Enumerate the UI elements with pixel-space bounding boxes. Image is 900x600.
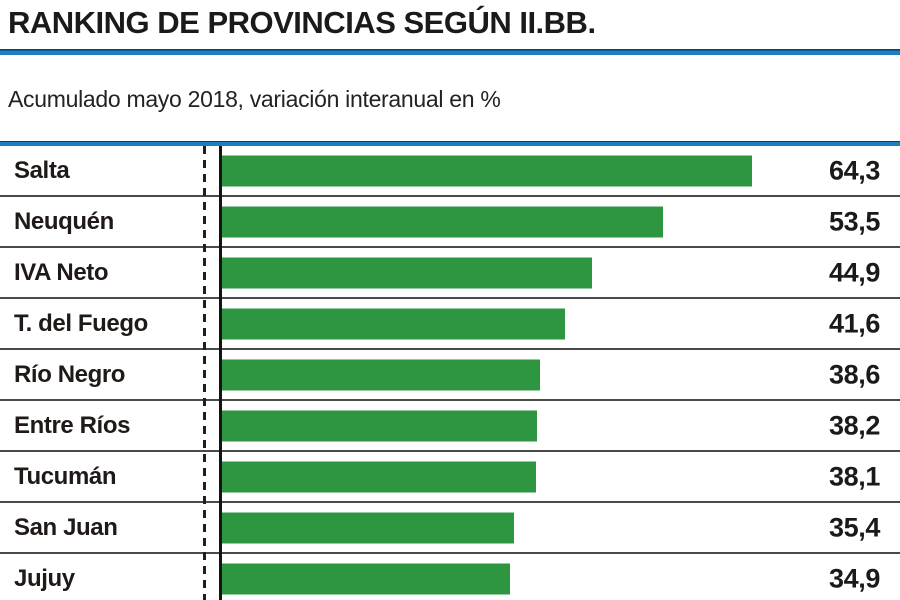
title-underline-rule (0, 49, 900, 55)
row-label: Entre Ríos (14, 411, 131, 439)
row-bar (222, 257, 593, 288)
row-bar (222, 359, 541, 390)
row-label: Río Negro (14, 360, 126, 388)
row-value: 41,6 (829, 308, 880, 338)
chart-row: Río Negro 38,6 (0, 350, 900, 401)
row-value: 64,3 (829, 155, 880, 185)
row-value: 38,6 (829, 359, 880, 389)
row-value: 38,2 (829, 410, 880, 440)
chart-row: Entre Ríos 38,2 (0, 401, 900, 452)
row-value: 34,9 (829, 563, 880, 593)
row-label: Neuquén (14, 207, 114, 235)
row-value: 53,5 (829, 206, 880, 236)
chart-row: T. del Fuego 41,6 (0, 299, 900, 350)
row-bar (222, 563, 510, 594)
baseline-dashed-guide (203, 146, 206, 600)
row-value: 35,4 (829, 512, 880, 542)
row-bar (222, 512, 514, 543)
chart-subtitle: Acumulado mayo 2018, variación interanua… (8, 86, 501, 112)
chart-row: Neuquén 53,5 (0, 197, 900, 248)
row-bar (222, 206, 663, 237)
chart-row: San Juan 35,4 (0, 503, 900, 554)
row-label: Tucumán (14, 462, 117, 490)
row-label: San Juan (14, 513, 118, 541)
chart-row: Salta 64,3 (0, 146, 900, 197)
row-bar (222, 461, 536, 492)
chart-row: Tucumán 38,1 (0, 452, 900, 503)
chart-rows-container: Salta 64,3 Neuquén 53,5 IVA Neto 44,9 T. del F… (0, 146, 900, 600)
row-label: IVA Neto (14, 258, 109, 286)
chart-row: Jujuy 34,9 (0, 554, 900, 600)
row-value: 38,1 (829, 461, 880, 491)
chart-top-rule (0, 141, 900, 146)
row-bar (222, 155, 752, 186)
row-bar (222, 308, 565, 339)
row-label: Salta (14, 156, 70, 184)
row-label: T. del Fuego (14, 309, 148, 337)
row-bar (222, 410, 537, 441)
value-axis-line (219, 146, 222, 600)
chart-title: RANKING DE PROVINCIAS SEGÚN II.BB. (8, 5, 596, 40)
row-label: Jujuy (14, 564, 75, 592)
chart-row: IVA Neto 44,9 (0, 248, 900, 299)
row-value: 44,9 (829, 257, 880, 287)
